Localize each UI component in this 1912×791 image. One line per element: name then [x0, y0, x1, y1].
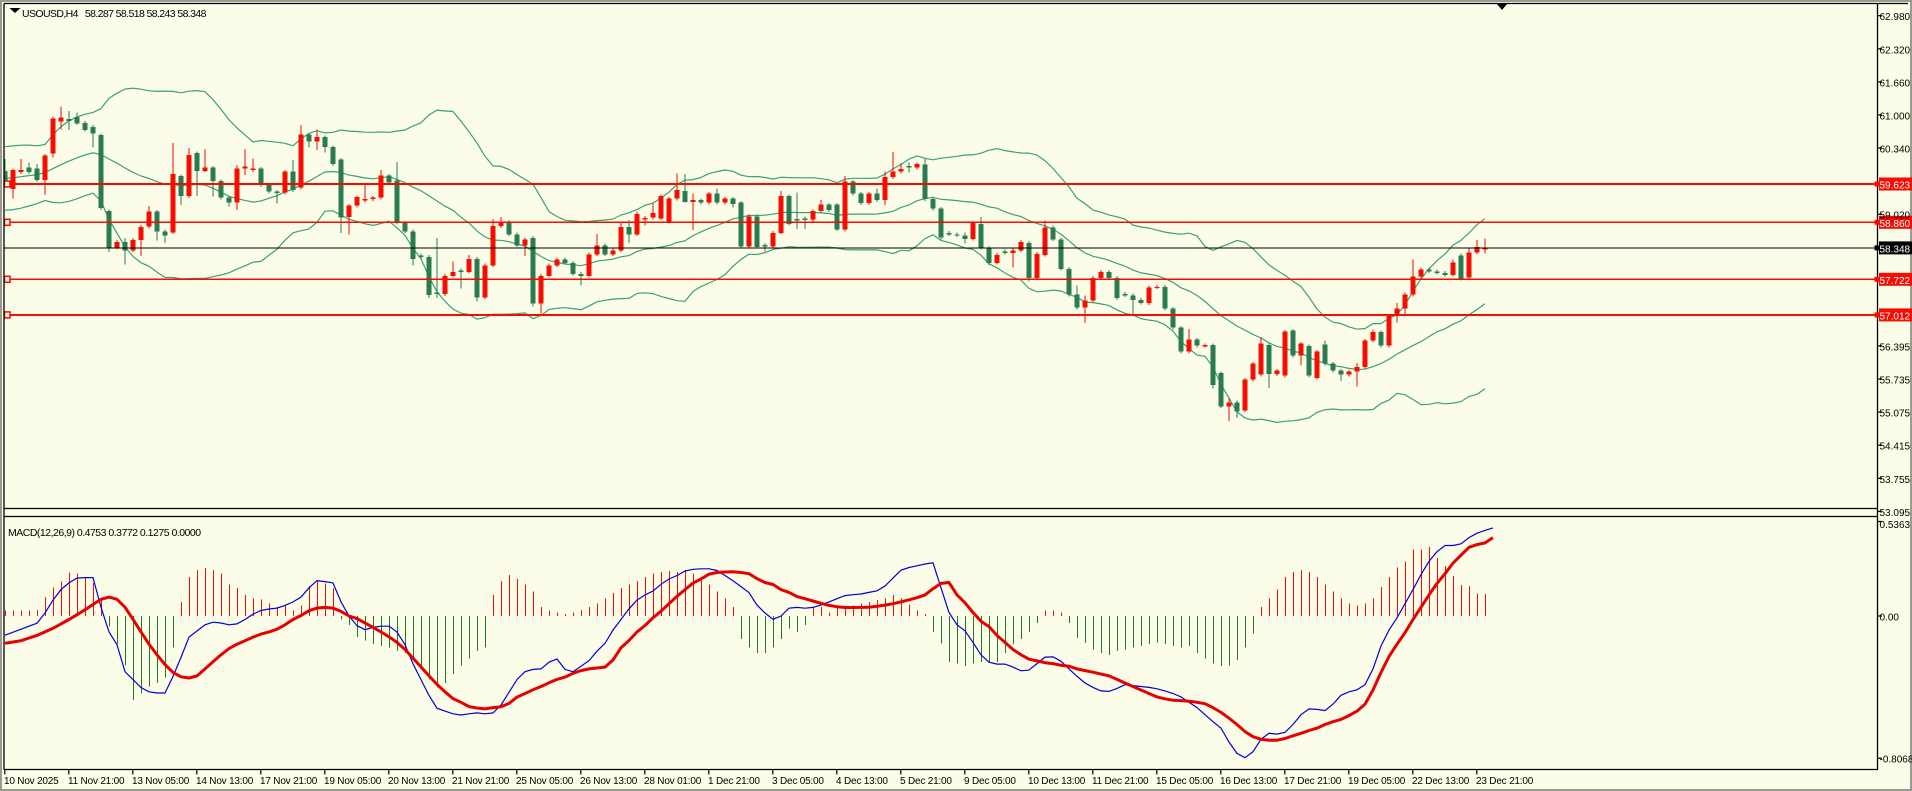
- svg-text:4 Dec 13:00: 4 Dec 13:00: [836, 776, 888, 787]
- svg-text:53.095: 53.095: [1880, 508, 1911, 519]
- svg-text:62.980: 62.980: [1880, 12, 1911, 23]
- svg-text:0.00: 0.00: [1880, 613, 1900, 624]
- svg-text:55.075: 55.075: [1880, 409, 1911, 420]
- svg-text:61.660: 61.660: [1880, 78, 1911, 89]
- svg-text:11 Dec 21:00: 11 Dec 21:00: [1092, 776, 1149, 787]
- svg-text:26 Nov 13:00: 26 Nov 13:00: [580, 776, 638, 787]
- svg-text:58.860: 58.860: [1880, 219, 1911, 230]
- svg-text:1 Dec 21:00: 1 Dec 21:00: [708, 776, 760, 787]
- svg-text:19 Dec 05:00: 19 Dec 05:00: [1348, 776, 1406, 787]
- svg-text:60.340: 60.340: [1880, 145, 1911, 156]
- svg-text:3 Dec 05:00: 3 Dec 05:00: [772, 776, 824, 787]
- svg-text:57.012: 57.012: [1880, 311, 1911, 322]
- svg-text:15 Dec 05:00: 15 Dec 05:00: [1156, 776, 1214, 787]
- svg-text:USOUSD,H4 58.287 58.518 58.24: USOUSD,H4 58.287 58.518 58.243 58.348: [22, 8, 207, 20]
- svg-text:57.722: 57.722: [1880, 276, 1911, 287]
- svg-text:59.020: 59.020: [1880, 211, 1911, 222]
- svg-text:5 Dec 21:00: 5 Dec 21:00: [900, 776, 952, 787]
- svg-text:58.348: 58.348: [1880, 244, 1911, 255]
- svg-text:17 Dec 21:00: 17 Dec 21:00: [1284, 776, 1342, 787]
- svg-text:14 Nov 13:00: 14 Nov 13:00: [196, 776, 254, 787]
- svg-text:10 Nov 2025: 10 Nov 2025: [4, 776, 59, 787]
- svg-text:22 Dec 13:00: 22 Dec 13:00: [1412, 776, 1470, 787]
- svg-text:59.623: 59.623: [1880, 181, 1911, 192]
- svg-text:13 Nov 05:00: 13 Nov 05:00: [132, 776, 190, 787]
- svg-text:28 Nov 01:00: 28 Nov 01:00: [644, 776, 702, 787]
- svg-text:61.000: 61.000: [1880, 111, 1911, 122]
- svg-text:62.320: 62.320: [1880, 45, 1911, 56]
- svg-text:20 Nov 13:00: 20 Nov 13:00: [388, 776, 446, 787]
- svg-text:25 Nov 05:00: 25 Nov 05:00: [516, 776, 574, 787]
- svg-text:17 Nov 21:00: 17 Nov 21:00: [260, 776, 318, 787]
- svg-text:54.415: 54.415: [1880, 442, 1911, 453]
- svg-text:19 Nov 05:00: 19 Nov 05:00: [324, 776, 382, 787]
- svg-text:MACD(12,26,9) 0.4753 0.3772 0.: MACD(12,26,9) 0.4753 0.3772 0.1275 0.000…: [8, 527, 201, 539]
- svg-text:9 Dec 05:00: 9 Dec 05:00: [964, 776, 1016, 787]
- svg-text:-0.8068: -0.8068: [1880, 755, 1912, 766]
- svg-text:55.735: 55.735: [1880, 376, 1911, 387]
- svg-text:0.5363: 0.5363: [1880, 520, 1911, 531]
- svg-text:23 Dec 21:00: 23 Dec 21:00: [1476, 776, 1534, 787]
- svg-text:53.755: 53.755: [1880, 475, 1911, 486]
- svg-text:16 Dec 13:00: 16 Dec 13:00: [1220, 776, 1278, 787]
- svg-text:56.395: 56.395: [1880, 342, 1911, 353]
- svg-text:10 Dec 13:00: 10 Dec 13:00: [1028, 776, 1086, 787]
- svg-text:21 Nov 21:00: 21 Nov 21:00: [452, 776, 510, 787]
- svg-text:11 Nov 21:00: 11 Nov 21:00: [68, 776, 125, 787]
